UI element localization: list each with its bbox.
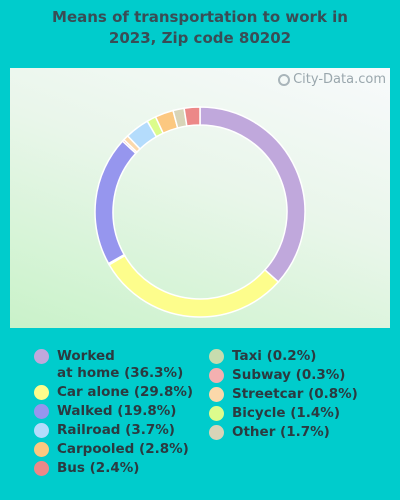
legend-label: Streetcar (0.8%): [232, 386, 358, 402]
watermark-text: City-Data.com: [293, 72, 386, 87]
legend-label: Railroad (3.7%): [57, 422, 175, 438]
legend-swatch: [34, 442, 49, 457]
legend-label: Car alone (29.8%): [57, 384, 194, 400]
legend-swatch: [34, 349, 49, 364]
legend-swatch: [209, 425, 224, 440]
legend-swatch: [209, 387, 224, 402]
legend-swatch: [34, 385, 49, 400]
legend-item: Bus (2.4%): [34, 460, 193, 477]
slice-worked-at-home: [199, 106, 306, 283]
watermark: City-Data.com: [278, 72, 386, 87]
legend-item: Car alone (29.8%): [34, 384, 193, 401]
legend-column-left: Worked at home (36.3%) Car alone (29.8%) W…: [34, 348, 193, 479]
legend-item: Worked at home (36.3%): [34, 348, 193, 382]
magnifier-icon: [278, 73, 291, 86]
legend-swatch: [209, 368, 224, 383]
slice-car-alone: [108, 254, 280, 318]
legend-label: Bicycle (1.4%): [232, 405, 340, 421]
legend-swatch: [34, 461, 49, 476]
legend-label: Bus (2.4%): [57, 460, 140, 476]
legend-item: Taxi (0.2%): [209, 348, 358, 365]
legend-label: Other (1.7%): [232, 424, 330, 440]
legend-item: Carpooled (2.8%): [34, 441, 193, 458]
legend-label: Walked (19.8%): [57, 403, 177, 419]
legend-label: Carpooled (2.8%): [57, 441, 189, 457]
legend-label: Worked at home (36.3%): [57, 348, 184, 381]
legend-item: Railroad (3.7%): [34, 422, 193, 439]
legend-swatch: [209, 406, 224, 421]
legend-item: Other (1.7%): [209, 424, 358, 441]
donut-slices: [94, 106, 306, 318]
chart-title-line-1: Means of transportation to work in: [52, 8, 348, 26]
legend-swatch: [34, 404, 49, 419]
legend-swatch: [209, 349, 224, 364]
legend-label: Subway (0.3%): [232, 367, 346, 383]
legend-item: Walked (19.8%): [34, 403, 193, 420]
legend-item: Streetcar (0.8%): [209, 386, 358, 403]
legend-item: Bicycle (1.4%): [209, 405, 358, 422]
legend-item: Subway (0.3%): [209, 367, 358, 384]
legend-column-right: Taxi (0.2%) Subway (0.3%) Streetcar (0.8%)…: [209, 348, 358, 443]
slice-walked: [94, 140, 137, 265]
chart-title: Means of transportation to work in 2023,…: [0, 7, 400, 49]
slice-bus: [183, 106, 201, 127]
legend-label: Taxi (0.2%): [232, 348, 317, 364]
chart-title-line-2: 2023, Zip code 80202: [108, 29, 292, 47]
legend-swatch: [34, 423, 49, 438]
